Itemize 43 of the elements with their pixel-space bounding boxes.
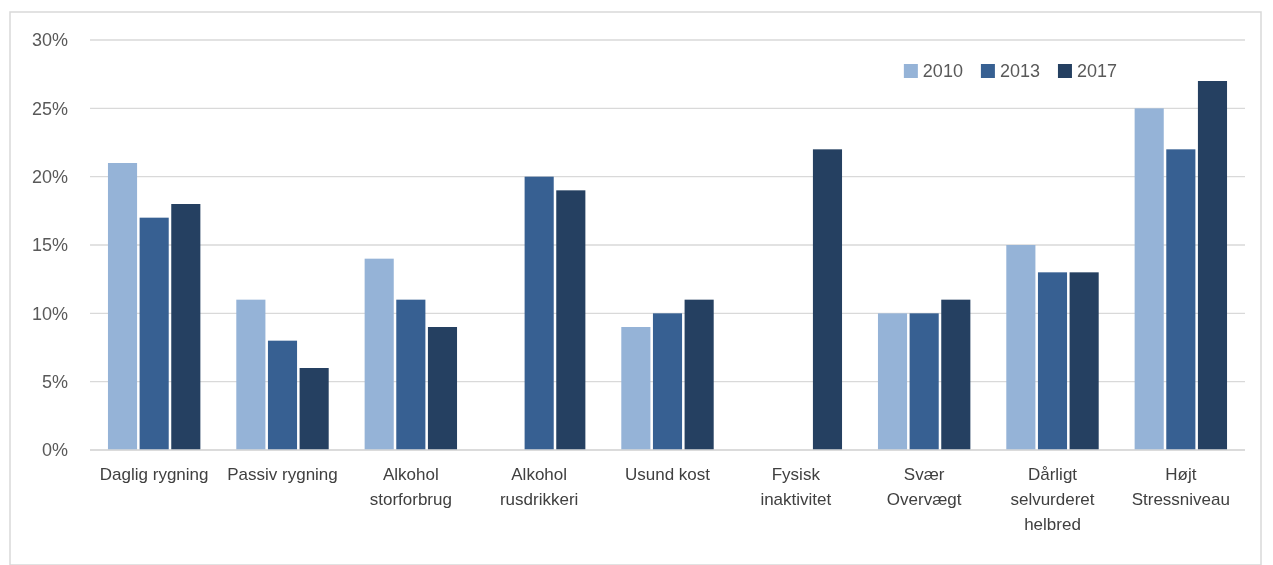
y-tick-label: 15% bbox=[31, 235, 68, 256]
bar bbox=[299, 368, 329, 450]
bar bbox=[236, 299, 266, 450]
x-tick-label: Alkohol storforbrug bbox=[369, 465, 452, 509]
legend-label: 2010 bbox=[922, 61, 963, 82]
bar bbox=[1069, 272, 1099, 450]
bar bbox=[1166, 149, 1196, 450]
bar bbox=[621, 327, 651, 450]
y-tick-label: 10% bbox=[31, 303, 68, 324]
bar bbox=[941, 299, 971, 450]
legend-label: 2017 bbox=[1076, 61, 1117, 82]
bar bbox=[1037, 272, 1068, 450]
x-tick-label: Fysisk inaktivitet bbox=[760, 465, 832, 509]
bar bbox=[107, 163, 138, 450]
x-tick-label: Usund kost bbox=[624, 465, 711, 484]
y-tick-label: 30% bbox=[31, 30, 68, 51]
bar bbox=[267, 340, 298, 450]
y-tick-label: 5% bbox=[41, 371, 68, 392]
x-tick-label: Dårligt selvurderet helbred bbox=[1010, 465, 1095, 534]
y-tick-label: 20% bbox=[31, 166, 68, 187]
bar bbox=[139, 217, 169, 450]
bar bbox=[684, 299, 714, 450]
bar bbox=[524, 176, 554, 450]
bar bbox=[652, 313, 683, 450]
x-tick-label: Daglig rygning bbox=[99, 465, 209, 484]
bar bbox=[427, 327, 458, 450]
bar bbox=[1197, 81, 1228, 450]
y-tick-label: 25% bbox=[31, 98, 68, 119]
bar bbox=[171, 204, 201, 450]
bar bbox=[1006, 245, 1036, 450]
bar bbox=[364, 258, 394, 450]
y-tick-label: 0% bbox=[41, 440, 68, 461]
x-tick-label: Passiv rygning bbox=[227, 465, 338, 484]
bar bbox=[812, 149, 843, 450]
x-tick-label: Højt Stressniveau bbox=[1131, 465, 1230, 509]
x-tick-label: Alkohol rusdrikkeri bbox=[499, 465, 579, 509]
legend-label: 2013 bbox=[999, 61, 1040, 82]
x-tick-label: Svær Overvægt bbox=[886, 465, 962, 509]
bar bbox=[556, 190, 586, 450]
bar bbox=[396, 299, 426, 450]
bar bbox=[1134, 108, 1164, 450]
bar bbox=[909, 313, 939, 450]
bar bbox=[877, 313, 908, 450]
